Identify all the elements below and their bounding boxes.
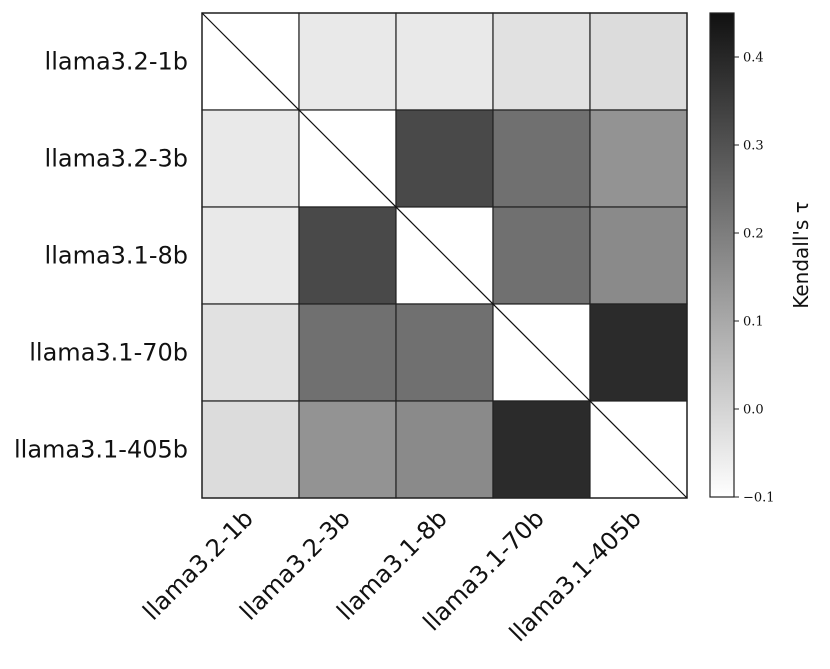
heatmap-cell (589, 12, 688, 111)
heatmap-cell (589, 109, 688, 208)
row-label: llama3.1-8b (45, 242, 188, 270)
row-labels: llama3.2-1b llama3.2-3b llama3.1-8b llama3.… (14, 48, 188, 464)
heatmap-cell (492, 109, 591, 208)
heatmap-cell (492, 12, 591, 111)
heatmap-cell (201, 400, 300, 499)
heatmap-cell (298, 206, 397, 305)
heatmap-cell (395, 109, 494, 208)
colorbar-tick-label: 0.3 (743, 139, 764, 154)
heatmap-cell (395, 400, 494, 499)
heatmap-cell (492, 400, 591, 499)
heatmap-cell (201, 303, 300, 402)
heatmap-cell (298, 400, 397, 499)
colorbar-tick-label: −0.1 (743, 491, 775, 506)
heatmap-cell (395, 12, 494, 111)
colorbar-tick-label: 0.2 (743, 227, 764, 242)
heatmap-cell (298, 303, 397, 402)
heatmap-cell (201, 206, 300, 305)
colorbar: −0.1 0.0 0.1 0.2 0.3 0.4 Kendall's τ (709, 12, 813, 506)
heatmap-cell (589, 206, 688, 305)
colorbar-label: Kendall's τ (789, 201, 813, 308)
diagonal-line (201, 12, 688, 499)
colorbar-tick-label: 0.1 (743, 315, 764, 330)
column-labels: llama3.2-1bllama3.2-3bllama3.1-8bllama3.… (137, 504, 646, 647)
heatmap-border (201, 12, 688, 499)
heatmap-cell (201, 109, 300, 208)
row-label: llama3.2-1b (45, 48, 188, 76)
row-label: llama3.2-3b (45, 145, 188, 173)
heatmap-cells (201, 12, 688, 499)
heatmap-cell (395, 303, 494, 402)
colorbar-gradient (709, 12, 735, 498)
row-label: llama3.1-405b (14, 436, 188, 464)
colorbar-ticks: −0.1 0.0 0.1 0.2 0.3 0.4 (734, 51, 775, 506)
heatmap-cell (298, 12, 397, 111)
row-label: llama3.1-70b (29, 339, 188, 367)
heatmap-cell (492, 206, 591, 305)
colorbar-tick-label: 0.4 (743, 51, 764, 66)
colorbar-tick-label: 0.0 (743, 403, 764, 418)
heatmap-cell (589, 303, 688, 402)
